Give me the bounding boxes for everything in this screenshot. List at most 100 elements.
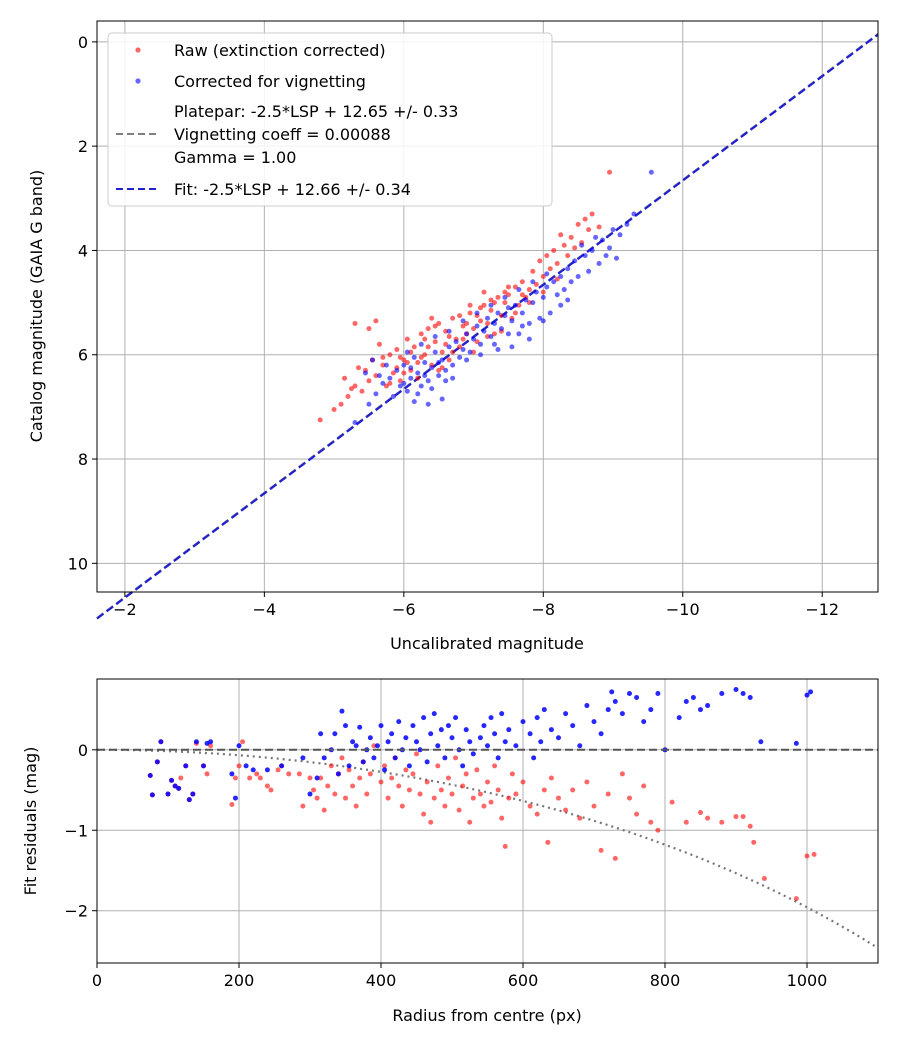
bottom-y-tick-label: −1 xyxy=(64,821,88,840)
corrected-point xyxy=(593,234,599,240)
raw-point xyxy=(349,386,355,392)
raw-point xyxy=(404,336,410,342)
top-x-ticks: −2 −4 −6 −8 −10 −12 xyxy=(113,592,839,619)
raw-point xyxy=(317,417,323,423)
raw-residual-point xyxy=(367,771,373,777)
raw-point xyxy=(547,266,553,272)
raw-residual-point xyxy=(513,791,519,797)
raw-residual-point xyxy=(371,743,377,749)
raw-residual-point xyxy=(669,799,675,805)
corrected-point xyxy=(481,328,487,334)
corrected-residual-point xyxy=(740,690,746,696)
raw-point xyxy=(572,245,578,251)
corrected-point xyxy=(404,388,410,394)
raw-point xyxy=(436,320,442,326)
corrected-point xyxy=(422,373,428,379)
corrected-point xyxy=(505,305,511,311)
raw-point xyxy=(464,320,470,326)
corrected-point xyxy=(460,318,466,324)
raw-point xyxy=(401,357,407,363)
legend-platepar-label-line2: Vignetting coeff = 0.00088 xyxy=(174,125,391,144)
legend-raw-marker xyxy=(135,47,141,53)
raw-point xyxy=(519,279,525,285)
raw-residual-point xyxy=(733,814,739,820)
raw-point xyxy=(394,347,400,353)
corrected-residual-point xyxy=(808,689,814,695)
corrected-residual-point xyxy=(154,759,160,765)
corrected-residual-point xyxy=(193,739,199,745)
corrected-point xyxy=(537,315,543,321)
top-y-tick-label: 6 xyxy=(78,346,88,365)
raw-point xyxy=(380,354,386,360)
raw-residual-point xyxy=(435,763,441,769)
raw-residual-point xyxy=(240,739,246,745)
raw-point xyxy=(352,320,358,326)
corrected-point xyxy=(432,333,438,339)
raw-residual-point xyxy=(570,787,576,793)
corrected-residual-point xyxy=(548,727,554,733)
top-x-tick-label: −12 xyxy=(805,600,839,619)
top-x-tick-label: −10 xyxy=(666,600,700,619)
raw-residual-point xyxy=(247,775,253,781)
raw-residual-point xyxy=(264,783,270,789)
raw-point xyxy=(488,297,494,303)
raw-residual-point xyxy=(353,803,359,809)
raw-residual-point xyxy=(485,779,490,785)
corrected-residual-point xyxy=(314,775,320,781)
corrected-point xyxy=(523,297,529,303)
raw-point xyxy=(387,380,393,386)
raw-residual-point xyxy=(328,763,334,769)
corrected-residual-point xyxy=(172,783,178,789)
corrected-residual-point xyxy=(392,755,398,761)
corrected-point xyxy=(446,344,452,350)
corrected-point xyxy=(383,362,389,368)
raw-residual-point xyxy=(453,755,459,761)
corrected-residual-point xyxy=(385,739,391,745)
raw-point xyxy=(512,310,518,316)
legend-platepar-label-line1: Platepar: -2.5*LSP + 12.65 +/- 0.33 xyxy=(174,102,458,121)
top-y-tick-label: 8 xyxy=(78,450,88,469)
corrected-residual-point xyxy=(438,727,444,733)
corrected-residual-point xyxy=(339,708,345,714)
corrected-residual-point xyxy=(410,723,416,729)
corrected-residual-point xyxy=(371,755,377,761)
corrected-residual-point xyxy=(758,739,764,745)
raw-residual-point xyxy=(460,783,466,789)
raw-point xyxy=(418,354,424,360)
top-x-tick-label: −4 xyxy=(253,600,277,619)
raw-residual-point xyxy=(254,771,260,777)
raw-residual-point xyxy=(350,783,356,789)
raw-residual-point xyxy=(509,771,515,777)
corrected-point xyxy=(565,266,571,272)
corrected-residual-point xyxy=(374,743,380,749)
corrected-point xyxy=(498,326,504,332)
bottom-x-tick-label: 600 xyxy=(508,971,539,990)
raw-point xyxy=(338,401,344,407)
corrected-point xyxy=(554,292,560,298)
corrected-point xyxy=(607,245,613,251)
raw-residual-point xyxy=(232,775,238,781)
raw-point xyxy=(432,339,438,345)
raw-residual-point xyxy=(332,791,338,797)
raw-residual-point xyxy=(598,847,604,853)
corrected-residual-point xyxy=(360,759,366,765)
raw-point xyxy=(519,292,525,298)
corrected-residual-point xyxy=(527,731,533,737)
corrected-residual-point xyxy=(445,723,451,729)
corrected-residual-point xyxy=(676,715,682,721)
corrected-point xyxy=(512,302,518,308)
corrected-residual-point xyxy=(406,763,412,769)
corrected-residual-point xyxy=(485,743,490,749)
raw-point xyxy=(568,234,574,240)
corrected-point xyxy=(586,268,592,274)
legend-raw-label: Raw (extinction corrected) xyxy=(174,41,386,60)
corrected-residual-point xyxy=(648,707,654,713)
raw-residual-point xyxy=(286,771,292,777)
raw-residual-point xyxy=(751,839,757,845)
raw-point xyxy=(352,383,358,389)
raw-residual-point xyxy=(428,819,434,825)
raw-residual-point xyxy=(612,855,618,861)
corrected-point xyxy=(478,341,484,347)
corrected-residual-point xyxy=(279,763,285,769)
corrected-point xyxy=(467,349,473,355)
